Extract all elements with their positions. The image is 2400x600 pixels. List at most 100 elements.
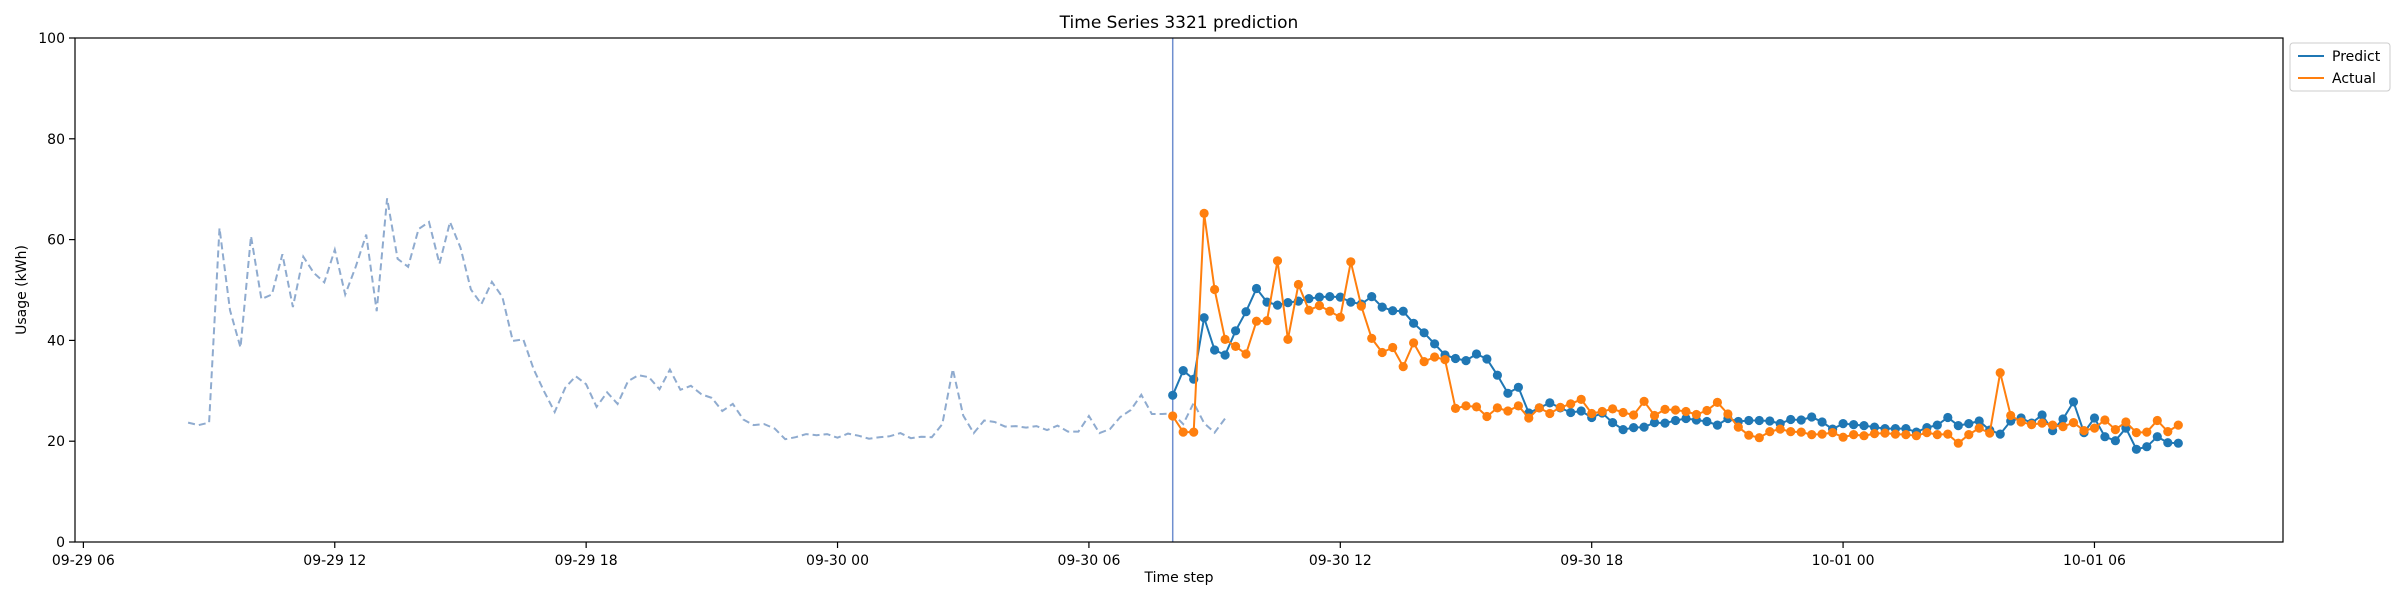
predict-point bbox=[1849, 420, 1859, 430]
predict-point bbox=[1304, 294, 1314, 304]
x-tick-label: 09-29 18 bbox=[555, 553, 618, 569]
predict-point bbox=[1953, 421, 1963, 431]
predict-point bbox=[2173, 438, 2183, 448]
predict-point bbox=[1461, 356, 1471, 366]
actual-point bbox=[1482, 411, 1492, 422]
actual-point bbox=[1618, 407, 1628, 418]
actual-point bbox=[1712, 397, 1722, 407]
actual-point bbox=[2016, 417, 2026, 427]
actual-point bbox=[1534, 403, 1544, 413]
predict-point bbox=[1220, 350, 1230, 360]
actual-point bbox=[1304, 305, 1314, 315]
actual-point bbox=[1754, 433, 1764, 443]
actual-point bbox=[1576, 394, 1586, 404]
predict-point bbox=[2100, 432, 2110, 442]
actual-point bbox=[1828, 428, 1838, 438]
actual-point bbox=[1786, 427, 1796, 437]
predict-point bbox=[1513, 382, 1523, 392]
actual-point bbox=[1587, 408, 1597, 419]
actual-point bbox=[1849, 430, 1859, 440]
predict-point bbox=[2163, 438, 2173, 448]
actual-point bbox=[2027, 420, 2037, 430]
predict-point bbox=[2110, 436, 2120, 446]
actual-point bbox=[2048, 420, 2058, 430]
actual-point bbox=[2089, 423, 2100, 433]
actual-point bbox=[2121, 417, 2131, 427]
predict-point bbox=[2142, 442, 2152, 452]
predict-point bbox=[1314, 292, 1324, 302]
predict-point bbox=[1377, 302, 1387, 312]
predict-point bbox=[1974, 416, 1984, 426]
actual-point bbox=[1807, 430, 1817, 440]
actual-point bbox=[1335, 312, 1345, 322]
predict-point bbox=[1964, 419, 1974, 429]
actual-point bbox=[1367, 333, 1377, 343]
legend-label-actual: Actual bbox=[2332, 71, 2376, 87]
history-line bbox=[187, 198, 1226, 441]
predict-point bbox=[1492, 370, 1502, 380]
y-tick-label: 60 bbox=[47, 233, 65, 249]
predict-point bbox=[2131, 444, 2141, 454]
actual-point bbox=[1262, 316, 1272, 326]
predict-point bbox=[1325, 292, 1335, 302]
actual-point bbox=[1765, 427, 1775, 437]
actual-point bbox=[1922, 428, 1932, 438]
predict-point bbox=[1702, 416, 1712, 427]
actual-point bbox=[1702, 405, 1712, 416]
predict-point bbox=[1932, 420, 1942, 430]
axes: 0 20 40 60 80 100 09-29 06 09-29 12 09-29 18 09-3… bbox=[38, 31, 2284, 569]
plot-area bbox=[187, 38, 2183, 542]
predict-point bbox=[1272, 300, 1283, 310]
x-tick-label: 09-30 06 bbox=[1057, 553, 1120, 569]
y-tick-label: 40 bbox=[47, 333, 65, 349]
actual-point bbox=[1566, 399, 1576, 409]
actual-point bbox=[1639, 396, 1649, 406]
predict-point bbox=[1199, 313, 1209, 323]
actual-point bbox=[2173, 420, 2183, 430]
actual-point bbox=[1911, 431, 1921, 441]
actual-point bbox=[1838, 432, 1848, 442]
legend-label-predict: Predict bbox=[2332, 49, 2381, 65]
actual-point bbox=[1901, 430, 1911, 440]
predict-point bbox=[1995, 429, 2005, 439]
actual-point bbox=[1880, 428, 1890, 438]
actual-point bbox=[1492, 403, 1502, 413]
predict-point bbox=[1450, 353, 1461, 364]
x-axis-label: Time step bbox=[1144, 570, 1214, 586]
x-tick-label: 10-01 06 bbox=[2063, 553, 2126, 569]
actual-point bbox=[1890, 429, 1900, 439]
predict-point bbox=[1346, 297, 1356, 307]
predict-point bbox=[1649, 418, 1660, 428]
actual-point bbox=[2142, 427, 2152, 437]
actual-point bbox=[1953, 438, 1963, 448]
predict-point bbox=[2037, 410, 2047, 420]
predict-point bbox=[1210, 345, 1220, 355]
predict-point bbox=[1251, 283, 1262, 294]
predict-point bbox=[1817, 417, 1827, 427]
actual-point bbox=[1869, 429, 1880, 439]
actual-point bbox=[1450, 403, 1461, 413]
actual-point bbox=[1649, 410, 1660, 421]
predict-point bbox=[1670, 415, 1681, 426]
predict-point bbox=[1786, 414, 1796, 425]
predict-point bbox=[1168, 390, 1178, 400]
actual-point bbox=[1189, 427, 1199, 437]
predict-point bbox=[2058, 414, 2068, 424]
actual-point bbox=[1775, 424, 1785, 434]
predict-point bbox=[1566, 407, 1576, 418]
x-tick-label: 10-01 00 bbox=[1812, 553, 1875, 569]
actual-point bbox=[2058, 422, 2068, 432]
actual-point bbox=[2163, 427, 2173, 437]
predict-point bbox=[1398, 306, 1408, 316]
actual-point bbox=[1210, 284, 1220, 295]
x-tick-label: 09-30 00 bbox=[806, 553, 869, 569]
actual-point bbox=[1398, 362, 1408, 372]
actual-point bbox=[1513, 401, 1523, 411]
predict-point bbox=[1241, 307, 1251, 317]
actual-point bbox=[1388, 342, 1398, 353]
actual-point bbox=[1168, 411, 1178, 421]
predict-point bbox=[1283, 298, 1293, 308]
predict-point bbox=[1754, 415, 1764, 426]
predict-point bbox=[1629, 423, 1639, 433]
